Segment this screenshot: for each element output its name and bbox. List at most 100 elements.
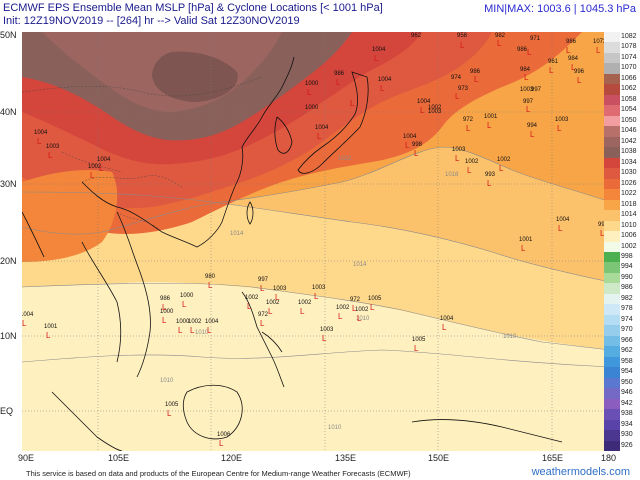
pressure-label: 998 xyxy=(412,142,423,148)
legend-swatch xyxy=(604,283,620,295)
lat-label-10n: 10N xyxy=(0,331,17,341)
legend-swatch xyxy=(604,304,620,316)
legend-swatch xyxy=(604,398,620,410)
low-marker-icon: L xyxy=(352,304,357,313)
legend-label: 1054 xyxy=(621,106,637,114)
low-marker-icon: L xyxy=(600,229,605,238)
legend-swatch xyxy=(604,367,620,379)
pressure-label: 1004 xyxy=(97,157,111,163)
pressure-label: 961 xyxy=(548,59,559,65)
pressure-label: 1000 xyxy=(305,105,319,111)
legend-label: 1046 xyxy=(621,127,637,135)
map-svg: 1014 1022 1018 1014 1010 1010 1010 1010 1010 962… xyxy=(22,32,610,451)
pressure-label: 1003 xyxy=(428,109,442,115)
pressure-label: 1004 xyxy=(205,319,219,325)
legend-label: 974 xyxy=(621,315,633,323)
low-marker-icon: L xyxy=(48,151,53,160)
legend-label: 1010 xyxy=(621,221,637,229)
low-marker-icon: L xyxy=(162,303,167,312)
pressure-label: 1003 xyxy=(520,87,534,93)
legend-swatch xyxy=(604,231,620,242)
low-marker-icon: L xyxy=(268,307,273,316)
low-marker-icon: L xyxy=(474,75,479,84)
legend-swatch xyxy=(604,157,620,169)
low-marker-icon: L xyxy=(208,281,213,290)
coast-indochina xyxy=(81,211,151,378)
legend-swatch xyxy=(604,251,620,263)
legend-swatch xyxy=(604,272,620,284)
lon-label-135e: 135E xyxy=(335,453,357,463)
legend-label: 1050 xyxy=(621,116,637,124)
low-marker-icon: L xyxy=(557,124,562,133)
pressure-label: 1004 xyxy=(315,125,329,131)
legend-swatch xyxy=(604,52,620,64)
legend-swatch xyxy=(604,105,620,117)
pressure-label: 1003 xyxy=(452,147,466,153)
pressure-label: 1004 xyxy=(403,134,417,140)
coast-borneo xyxy=(182,384,243,440)
legend-swatch xyxy=(604,430,620,442)
chart-subtitle: Init: 12Z19NOV2019 -- [264] hr --> Valid… xyxy=(3,15,300,27)
legend-label: 954 xyxy=(621,368,633,376)
pressure-label: 1001 xyxy=(519,237,533,243)
low-marker-icon: L xyxy=(322,334,327,343)
coast-sumatra xyxy=(51,391,123,451)
low-marker-icon: L xyxy=(577,76,582,85)
legend-label: 1026 xyxy=(621,179,637,187)
low-marker-icon: L xyxy=(487,121,492,130)
pressure-label: 1003 xyxy=(312,285,326,291)
legend-label: 1078 xyxy=(621,43,637,51)
lon-label-150e: 150E xyxy=(428,453,450,463)
coast-newguinea xyxy=(411,419,563,443)
isobar-label-layer: 1014 1022 1018 1014 1010 1010 1010 1010 1010 xyxy=(160,156,517,431)
pressure-label: 986 xyxy=(334,71,345,77)
attribution-text: This service is based on data and produc… xyxy=(26,469,411,478)
legend-swatch xyxy=(604,440,620,452)
low-marker-icon: L xyxy=(370,303,375,312)
pressure-label: 972 xyxy=(258,312,269,318)
lon-label-165e: 165E xyxy=(542,453,564,463)
legend-label: 986 xyxy=(621,284,633,292)
pressure-label: 1004 xyxy=(22,312,34,318)
brand-link[interactable]: weathermodels.com xyxy=(531,466,630,478)
low-marker-icon: L xyxy=(22,319,27,328)
low-marker-icon: L xyxy=(571,63,576,72)
low-marker-icon: L xyxy=(521,244,526,253)
legend-label: 1042 xyxy=(621,137,637,145)
low-marker-icon: L xyxy=(190,326,195,335)
lat-label-20n: 20N xyxy=(0,256,17,266)
legend-label: 950 xyxy=(621,378,633,386)
low-marker-icon: L xyxy=(99,164,104,173)
low-marker-icon: L xyxy=(530,130,535,139)
legend-swatch xyxy=(604,210,620,222)
low-marker-icon: L xyxy=(317,132,322,141)
pressure-label: 1000 xyxy=(305,81,319,87)
low-marker-icon: L xyxy=(596,46,601,55)
legend-swatch xyxy=(604,335,620,347)
pressure-label: 962 xyxy=(411,33,422,39)
lat-label-50n: 50N xyxy=(0,30,17,40)
min-max-readout: MIN|MAX: 1003.6 | 1045.3 hPa xyxy=(484,3,636,15)
low-marker-icon: L xyxy=(442,323,447,332)
isobar-label: 1010 xyxy=(503,334,517,340)
pressure-label: 994 xyxy=(527,123,538,129)
pressure-label: 1005 xyxy=(368,296,382,302)
legend-swatch xyxy=(604,388,620,400)
legend-label: 930 xyxy=(621,431,633,439)
pressure-map[interactable]: 1014 1022 1018 1014 1010 1010 1010 1010 1010 962… xyxy=(22,32,610,451)
legend-swatch xyxy=(604,356,620,368)
pressure-label: 996 xyxy=(574,69,585,75)
legend-label: 1030 xyxy=(621,169,637,177)
low-marker-icon: L xyxy=(219,439,224,448)
pressure-label: 1002 xyxy=(298,300,312,306)
isobars xyxy=(22,146,610,368)
low-marker-icon: L xyxy=(307,88,312,97)
pressure-label: 986 xyxy=(470,69,481,75)
legend-label: 994 xyxy=(621,263,633,271)
legend-label: 970 xyxy=(621,326,633,334)
legend-swatch xyxy=(604,136,620,148)
isobar-label: 1010 xyxy=(356,316,370,322)
low-marker-icon: L xyxy=(549,66,554,75)
